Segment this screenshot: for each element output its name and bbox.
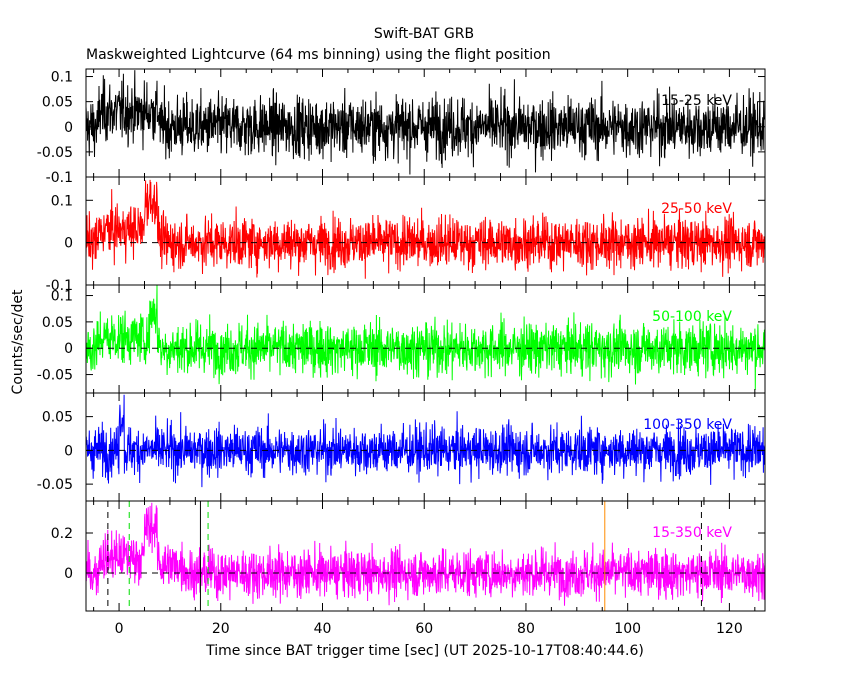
panel-band-label: 100-350 keV bbox=[643, 417, 732, 433]
y-axis-label: Counts/sec/det bbox=[10, 289, 26, 394]
x-tick-label: 20 bbox=[212, 621, 230, 637]
y-tick-label: 0.2 bbox=[51, 526, 73, 542]
x-tick-label: 120 bbox=[716, 621, 743, 637]
x-tick-label: 80 bbox=[517, 621, 535, 637]
y-tick-label: 0.1 bbox=[51, 289, 73, 305]
panel-1: -0.1 -0.05 0 0.05 0.1 15-25 keV bbox=[37, 68, 766, 186]
panel-5: 0 0.2 15-350 keV bbox=[51, 500, 766, 612]
series-line-4 bbox=[86, 394, 765, 488]
y-tick-label: -0.05 bbox=[37, 368, 73, 384]
y-tick-label: 0 bbox=[64, 566, 73, 582]
series-line-1 bbox=[86, 70, 765, 175]
y-tick-label: 0 bbox=[64, 341, 73, 357]
x-tick-label: 0 bbox=[115, 621, 124, 637]
y-tick-label: 0.1 bbox=[51, 70, 73, 86]
y-tick-label: -0.05 bbox=[37, 145, 73, 161]
y-tick-label: -0.1 bbox=[46, 170, 73, 186]
panel-band-label: 25-50 keV bbox=[661, 201, 732, 217]
x-tick-label: 40 bbox=[314, 621, 332, 637]
x-tick-label: 60 bbox=[415, 621, 433, 637]
y-tick-label: 0.05 bbox=[42, 95, 73, 111]
panel-2: -0.1 0 0.1 25-50 keV bbox=[46, 176, 766, 294]
chart-title: Swift-BAT GRB bbox=[374, 26, 474, 42]
x-tick-label: 100 bbox=[614, 621, 641, 637]
y-tick-label: 0 bbox=[64, 236, 73, 252]
series-line-2 bbox=[86, 179, 765, 279]
y-tick-label: 0.05 bbox=[42, 410, 73, 426]
y-tick-label: -0.05 bbox=[37, 477, 73, 493]
chart-subtitle: Maskweighted Lightcurve (64 ms binning) … bbox=[86, 47, 551, 63]
panel-band-label: 50-100 keV bbox=[652, 309, 732, 325]
y-tick-label: 0 bbox=[64, 120, 73, 136]
panel-band-label: 15-350 keV bbox=[652, 525, 732, 541]
panels-group: -0.1 -0.05 0 0.05 0.1 15-25 keV -0.1 0 0.1 25-50 … bbox=[37, 68, 766, 637]
series-line-5 bbox=[86, 502, 765, 606]
y-tick-label: 0 bbox=[64, 443, 73, 459]
series-line-3 bbox=[86, 285, 765, 390]
y-tick-label: 0.05 bbox=[42, 315, 73, 331]
y-tick-label: 0.1 bbox=[51, 193, 73, 209]
panel-frame bbox=[85, 500, 766, 612]
panel-4: -0.05 0 0.05 100-350 keV bbox=[37, 392, 766, 502]
panel-frame bbox=[85, 176, 766, 286]
panel-band-label: 15-25 keV bbox=[661, 93, 732, 109]
x-axis-label: Time since BAT trigger time [sec] (UT 20… bbox=[205, 643, 644, 659]
panel-3: -0.05 0 0.05 0.1 50-100 keV bbox=[37, 284, 766, 394]
y-tick-label: -0.1 bbox=[46, 278, 73, 294]
